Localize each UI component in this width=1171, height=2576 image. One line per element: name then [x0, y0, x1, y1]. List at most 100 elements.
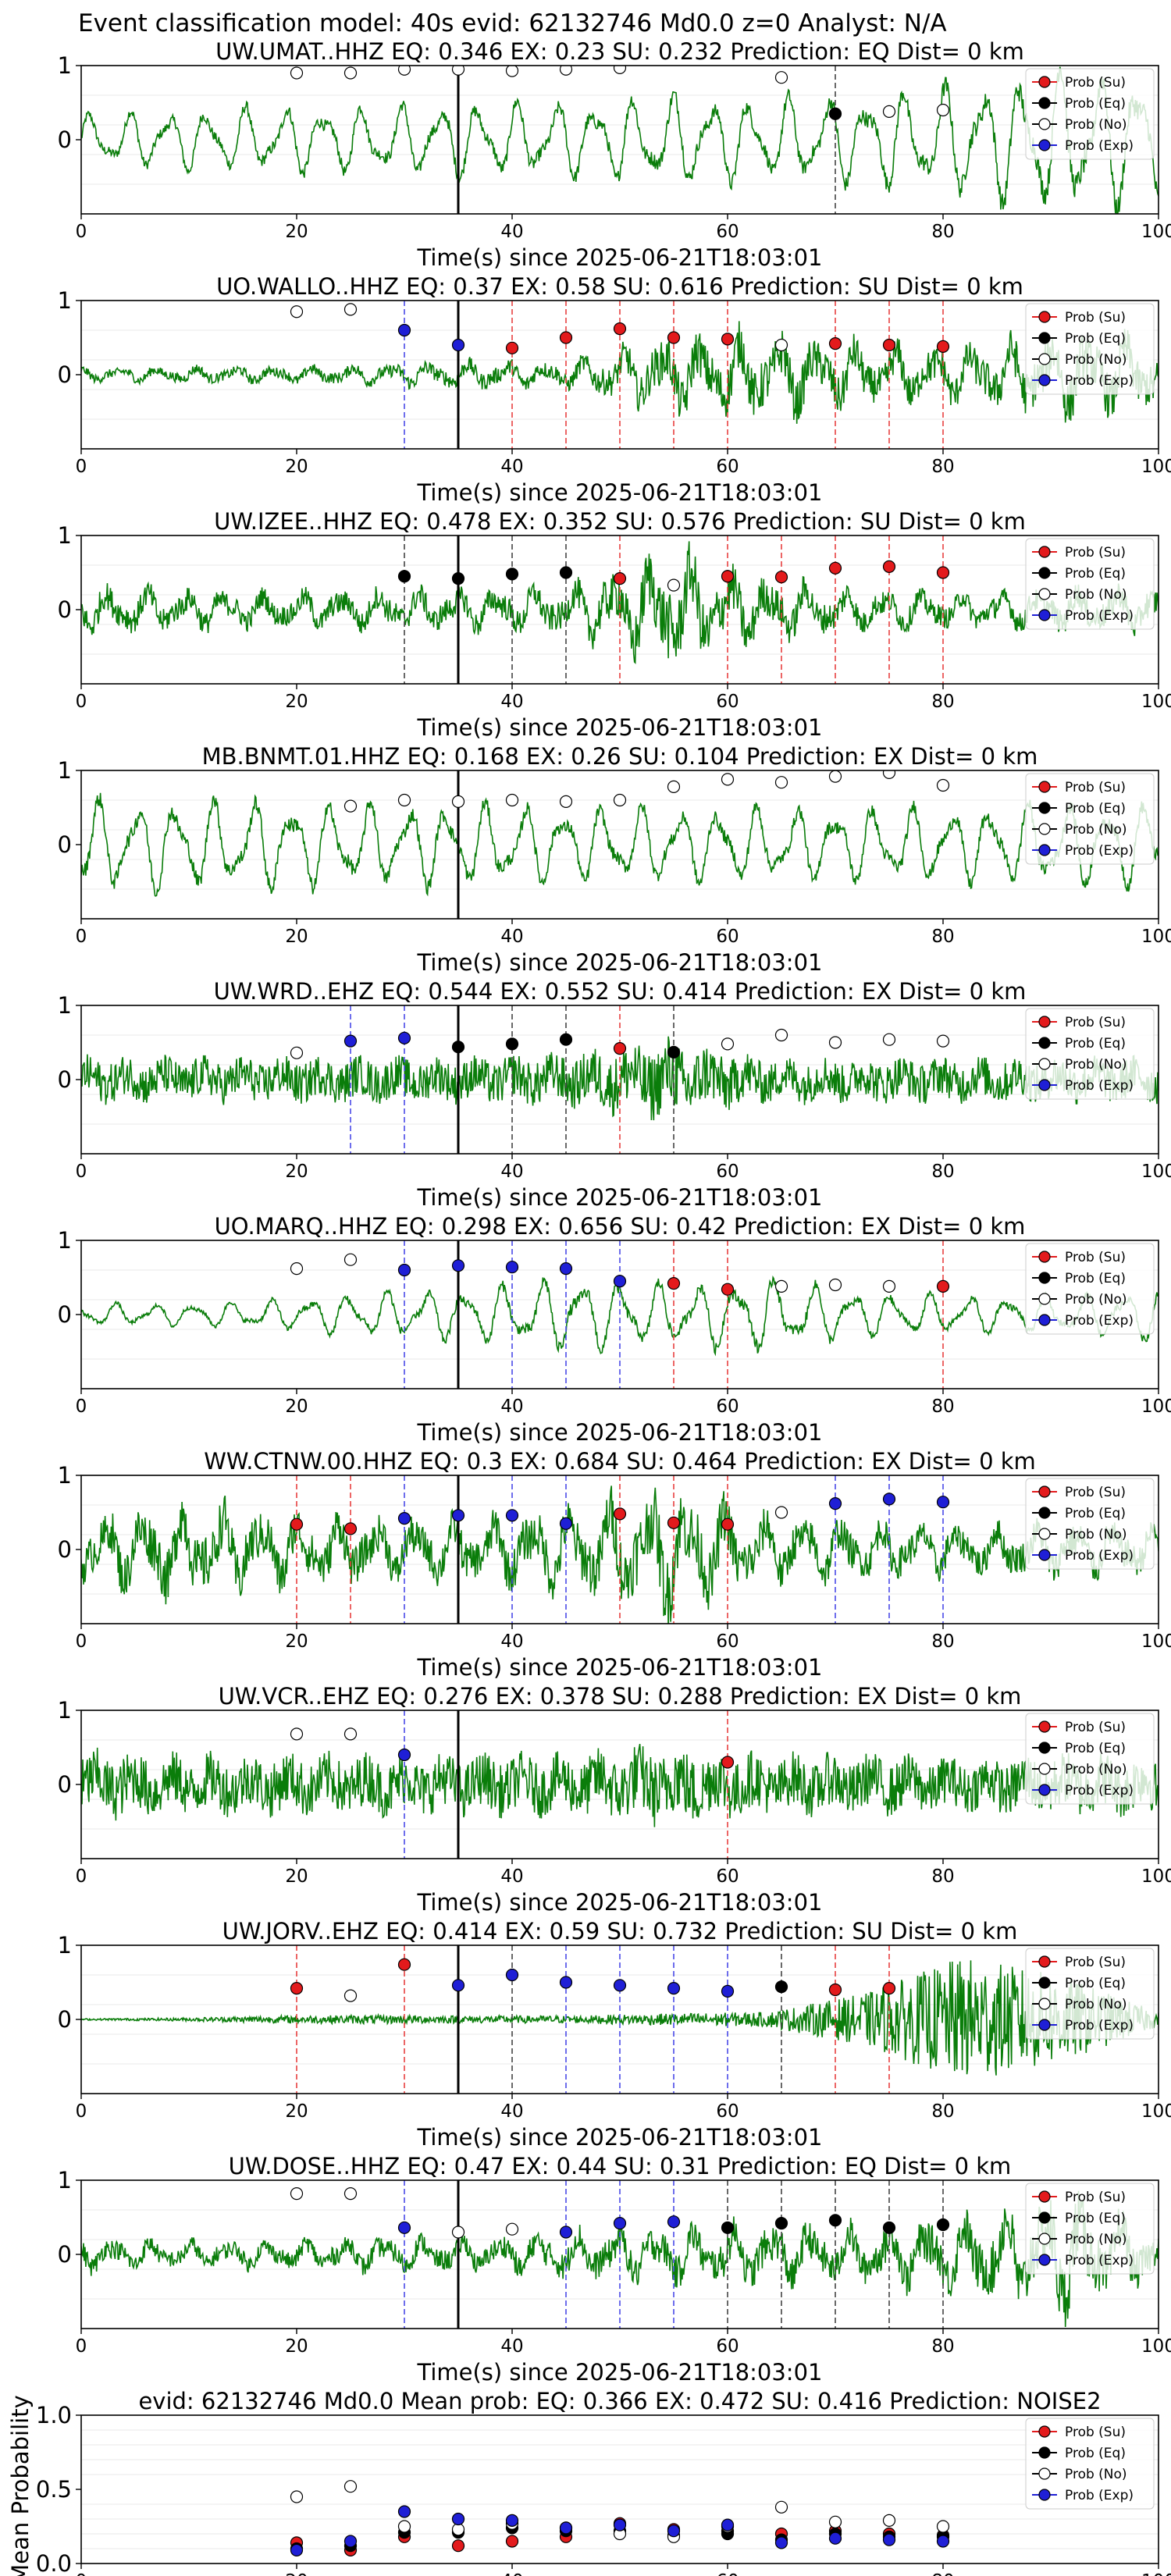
- y-tick-label: 0: [58, 361, 72, 388]
- panel-title: UW.DOSE..HHZ EQ: 0.47 EX: 0.44 SU: 0.31 …: [229, 2153, 1012, 2179]
- legend-marker-exp: [1038, 139, 1051, 151]
- prob-point-no: [774, 338, 788, 352]
- prob-point-exp: [397, 323, 411, 337]
- legend-marker-eq: [1038, 802, 1051, 814]
- legend-label-eq: Prob (Eq): [1065, 566, 1126, 582]
- legend-marker-no: [1038, 118, 1051, 130]
- prob-point-exp: [936, 1496, 950, 1509]
- x-tick-label: 60: [716, 1397, 739, 1417]
- mean-prob-point-no: [936, 2520, 950, 2533]
- prob-point-eq: [774, 1980, 788, 1994]
- prob-point-eq: [451, 571, 465, 585]
- chart-panel-6: UO.MARQ..HHZ EQ: 0.298 EX: 0.656 SU: 0.4…: [58, 1213, 1171, 1446]
- y-tick-label: 1: [58, 1932, 72, 1959]
- prob-point-no: [882, 1279, 896, 1293]
- y-axis-label: Mean Probability: [7, 2395, 34, 2576]
- legend-marker-exp: [1038, 844, 1051, 856]
- legend-label-eq: Prob (Eq): [1065, 331, 1126, 347]
- x-tick-label: 80: [931, 222, 954, 242]
- x-tick-label: 0: [76, 1631, 87, 1652]
- panel-title: UO.MARQ..HHZ EQ: 0.298 EX: 0.656 SU: 0.4…: [215, 1213, 1026, 1240]
- prob-point-no: [290, 2187, 304, 2201]
- chart-panel-9: UW.JORV..EHZ EQ: 0.414 EX: 0.59 SU: 0.73…: [58, 1918, 1171, 2151]
- prob-point-exp: [882, 1493, 896, 1506]
- legend-marker-su: [1038, 1251, 1051, 1263]
- prob-point-eq: [667, 1045, 681, 1059]
- prob-point-su: [936, 1279, 950, 1293]
- legend-marker-no: [1038, 1293, 1051, 1305]
- prob-point-no: [505, 66, 519, 77]
- prob-point-no: [343, 303, 358, 316]
- prob-point-no: [451, 2226, 465, 2239]
- legend-marker-su: [1038, 76, 1051, 88]
- x-tick-label: 20: [285, 222, 308, 242]
- legend-box: [1025, 773, 1155, 865]
- mean-prob-point-exp: [936, 2535, 950, 2548]
- x-axis-label: Time(s) since 2025-06-21T18:03:01: [417, 949, 823, 976]
- legend-label-exp: Prob (Exp): [1065, 138, 1134, 154]
- prob-point-su: [505, 341, 519, 354]
- chart-panel-5: UW.WRD..EHZ EQ: 0.544 EX: 0.552 SU: 0.41…: [58, 978, 1171, 1211]
- legend-label-exp: Prob (Exp): [1065, 1548, 1134, 1564]
- x-tick-label: 80: [931, 692, 954, 712]
- prob-point-no: [667, 780, 681, 794]
- legend-marker-su: [1038, 781, 1051, 793]
- legend-label-exp: Prob (Exp): [1065, 1783, 1134, 1799]
- x-tick-label: 0: [76, 457, 87, 477]
- x-tick-label: 0: [76, 1162, 87, 1182]
- prob-point-no: [882, 1033, 896, 1046]
- prob-point-no: [828, 1036, 842, 1049]
- prob-point-su: [613, 1041, 627, 1055]
- x-axis-label: Time(s) since 2025-06-21T18:03:01: [417, 2124, 823, 2151]
- legend-label-exp: Prob (Exp): [1065, 373, 1134, 389]
- legend-marker-su: [1038, 1485, 1051, 1498]
- prob-point-exp: [559, 2226, 573, 2239]
- x-tick-label: 0: [76, 927, 87, 947]
- prob-point-no: [613, 793, 627, 807]
- prob-point-su: [613, 571, 627, 585]
- prob-point-no: [774, 776, 788, 789]
- prob-point-no: [774, 1279, 788, 1293]
- x-tick-label: 80: [931, 1631, 954, 1652]
- prob-point-eq: [721, 2221, 735, 2234]
- legend-marker-no: [1038, 823, 1051, 835]
- mean-prob-point-no: [343, 2480, 358, 2493]
- prob-point-no: [343, 1727, 358, 1741]
- legend-marker-no: [1038, 588, 1051, 600]
- prob-point-no: [343, 1253, 358, 1266]
- legend-label-exp: Prob (Exp): [1065, 608, 1134, 624]
- prob-point-su: [882, 1982, 896, 1995]
- prob-point-no: [721, 1037, 735, 1051]
- x-tick-label: 80: [931, 2571, 954, 2576]
- mean-prob-point-exp: [882, 2533, 896, 2546]
- prob-point-exp: [613, 1275, 627, 1288]
- prob-point-no: [774, 1506, 788, 1519]
- y-tick-label: 1: [58, 1462, 72, 1489]
- legend-label-exp: Prob (Exp): [1065, 2018, 1134, 2033]
- legend-label-su: Prob (Su): [1065, 545, 1126, 560]
- x-axis-label: Time(s) since 2025-06-21T18:03:01: [417, 1889, 823, 1916]
- mean-prob-point-no: [774, 2500, 788, 2514]
- legend: Prob (Su) Prob (Eq) Prob (No) Prob (Exp): [1025, 1243, 1155, 1335]
- y-tick-label: 1.0: [36, 2402, 72, 2428]
- y-tick-label: 1: [58, 522, 72, 549]
- x-tick-label: 0: [76, 2571, 87, 2576]
- mean-prob-point-exp: [505, 2514, 519, 2527]
- x-tick-label: 80: [931, 1162, 954, 1182]
- x-axis-label: Time(s) since 2025-06-21T18:03:01: [417, 479, 823, 506]
- prob-point-exp: [397, 1031, 411, 1044]
- prob-point-eq: [828, 2214, 842, 2227]
- grid: [81, 94, 1159, 185]
- legend: Prob (Su) Prob (Eq) Prob (No) Prob (Exp): [1025, 303, 1155, 395]
- x-tick-label: 60: [716, 1631, 739, 1652]
- legend-marker-exp: [1038, 2489, 1051, 2501]
- x-tick-label: 20: [285, 1162, 308, 1182]
- x-tick-label: 40: [500, 457, 523, 477]
- legend-label-no: Prob (No): [1065, 117, 1127, 133]
- prob-point-no: [774, 1028, 788, 1042]
- legend-marker-su: [1038, 2425, 1051, 2438]
- prob-point-su: [774, 571, 788, 584]
- legend: Prob (Su) Prob (Eq) Prob (No) Prob (Exp): [1025, 538, 1155, 630]
- legend-label-no: Prob (No): [1065, 1762, 1127, 1777]
- legend: Prob (Su) Prob (Eq) Prob (No) Prob (Exp): [1025, 1478, 1155, 1570]
